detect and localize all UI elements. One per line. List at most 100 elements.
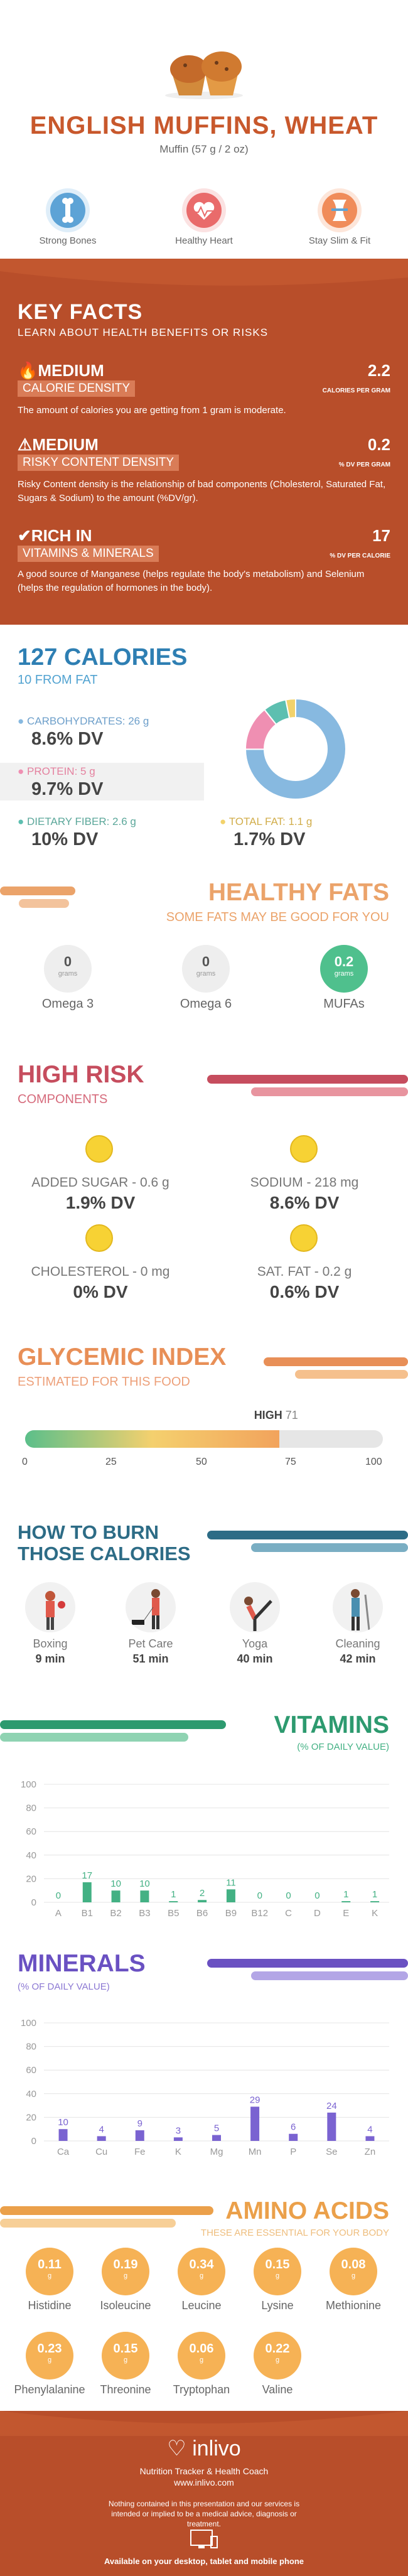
footer-wave (0, 2411, 408, 2436)
amino-circle: 0.15 g (102, 2332, 149, 2379)
amino-acids-subtitle: THESE ARE ESSENTIAL FOR YOUR BODY (200, 2228, 389, 2238)
decor-stripe (251, 1543, 408, 1552)
serving-size: Muffin (57 g / 2 oz) (159, 143, 249, 155)
x-tick-label: B6 (196, 1908, 208, 1919)
decor-stripe (0, 2219, 176, 2228)
glycemic-track (25, 1430, 383, 1448)
donut-slice-fat (284, 698, 296, 719)
fact-unit: CALORIES PER GRAM (322, 387, 390, 394)
gi-tick: 50 (196, 1457, 207, 1467)
fact-name: CALORIE DENSITY (18, 380, 136, 397)
bar-value-label: 1 (343, 1889, 348, 1900)
x-tick-label: D (314, 1908, 321, 1919)
fact-value: 0.2 (367, 435, 390, 454)
bar-B5 (169, 1901, 178, 1902)
bar-value-label: 1 (171, 1889, 176, 1900)
x-tick-label: A (55, 1908, 62, 1919)
bar-value-label: 24 (326, 2101, 337, 2111)
healthy-fats-title: HEALTHY FATS (208, 879, 389, 906)
fact-name: VITAMINS & MINERALS (18, 546, 159, 562)
key-facts-background (0, 259, 408, 625)
amino-label: Isoleucine (100, 2299, 151, 2312)
bar-value-label: 9 (137, 2118, 142, 2129)
decor-stripe (19, 899, 69, 908)
bar-B9 (226, 1889, 235, 1902)
bar-value-label: 29 (250, 2094, 260, 2105)
bar-value-label: 3 (176, 2125, 181, 2136)
key-facts-title: KEY FACTS (18, 300, 143, 324)
x-tick-label: B9 (225, 1908, 237, 1919)
amino-circle: 0.11 g (26, 2248, 73, 2295)
smiley-icon (85, 1135, 113, 1163)
y-tick-label: 20 (26, 1873, 36, 1884)
activity-time: 51 min (132, 1652, 169, 1665)
y-tick-label: 100 (21, 1779, 36, 1790)
bar-value-label: 10 (139, 1878, 150, 1889)
bar-value-label: 5 (214, 2123, 219, 2134)
bar-value-label: 4 (367, 2124, 372, 2135)
nutrient-protein: ● PROTEIN: 5 g 9.7% DV (0, 763, 204, 800)
x-tick-label: Ca (57, 2147, 70, 2157)
page-title: ENGLISH MUFFINS, WHEAT (30, 112, 378, 139)
glycemic-title: GLYCEMIC INDEX (18, 1344, 227, 1371)
bar-value-label: 10 (110, 1878, 121, 1889)
amino-circle: 0.06 g (178, 2332, 225, 2379)
decor-stripe (251, 1087, 408, 1096)
bone-icon (46, 188, 90, 232)
fire-icon: 🔥 (18, 361, 38, 380)
x-tick-label: Cu (95, 2147, 107, 2157)
x-tick-label: C (285, 1908, 292, 1919)
fact-unit: % DV PER CALORIE (330, 552, 390, 559)
smiley-icon (290, 1224, 318, 1252)
amino-circle: 0.34 g (178, 2248, 225, 2295)
macronutrient-donut-chart (244, 698, 346, 800)
activity-time: 42 min (340, 1652, 376, 1665)
high-risk-subtitle: COMPONENTS (18, 1092, 108, 1106)
decor-stripe (251, 1971, 408, 1980)
bar-value-label: 17 (82, 1870, 92, 1881)
bar-K (173, 2137, 183, 2141)
y-tick-label: 100 (21, 2018, 36, 2029)
risk-value: 1.9% DV (65, 1193, 136, 1212)
minerals-bar-chart: 100 80 60 40 20 0 10 Ca 4 Cu 9 Fe 3 K 5 Mg 29 Mn 6 P 24 Se 4 Zn (21, 2018, 389, 2157)
amino-acids-title: AMINO ACIDS (225, 2197, 389, 2224)
y-tick-label: 0 (31, 1897, 36, 1908)
amino-circle: 0.23 g (26, 2332, 73, 2379)
amino-label: Phenylalanine (14, 2383, 85, 2396)
activity-label: Pet Care (128, 1637, 173, 1650)
amino-label: Valine (262, 2383, 293, 2396)
footer-url[interactable]: www.inlivo.com (174, 2477, 234, 2487)
x-tick-label: K (372, 1908, 378, 1919)
decor-stripe (0, 887, 75, 895)
fact-unit: % DV PER GRAM (338, 461, 390, 468)
benefit-label-heart: Healthy Heart (175, 235, 233, 246)
nutrient-fiber: ● DIETARY FIBER: 2.6 g 10% DV (0, 813, 204, 851)
fact-level: RICH IN (31, 526, 92, 545)
high-risk-title: HIGH RISK (18, 1061, 144, 1088)
bar-E (341, 1901, 351, 1902)
bar-Mg (212, 2135, 221, 2141)
bar-Cu (97, 2136, 106, 2141)
y-tick-label: 0 (31, 2136, 36, 2147)
waist-icon (318, 188, 362, 232)
risk-label: SODIUM - 218 mg (250, 1175, 359, 1190)
fact-name: RISKY CONTENT DENSITY (18, 455, 180, 471)
x-tick-label: B2 (110, 1908, 121, 1919)
burn-title: HOW TO BURN THOSE CALORIES (18, 1521, 191, 1565)
bar-B2 (111, 1890, 121, 1902)
fact-risky-content: ⚠MEDIUM RISKY CONTENT DENSITY (18, 435, 180, 471)
devices-icon (190, 2530, 218, 2548)
x-tick-label: E (343, 1908, 349, 1919)
vitamins-bar-chart: 1008060402000A17B110B210B31B52B611B90B12… (21, 1779, 389, 1919)
minerals-subtitle: (% OF DAILY VALUE) (18, 1981, 110, 1992)
y-tick-label: 20 (26, 2112, 36, 2123)
x-tick-label: Zn (365, 2147, 376, 2157)
y-tick-label: 60 (26, 2065, 36, 2076)
gi-tick: 75 (285, 1457, 296, 1467)
bar-value-label: 11 (226, 1877, 236, 1888)
decor-stripe (0, 1720, 226, 1729)
amino-label: Leucine (181, 2299, 222, 2312)
bar-B6 (198, 1900, 207, 1902)
amino-label: Tryptophan (173, 2383, 230, 2396)
amino-circle: 0.15 g (254, 2248, 301, 2295)
